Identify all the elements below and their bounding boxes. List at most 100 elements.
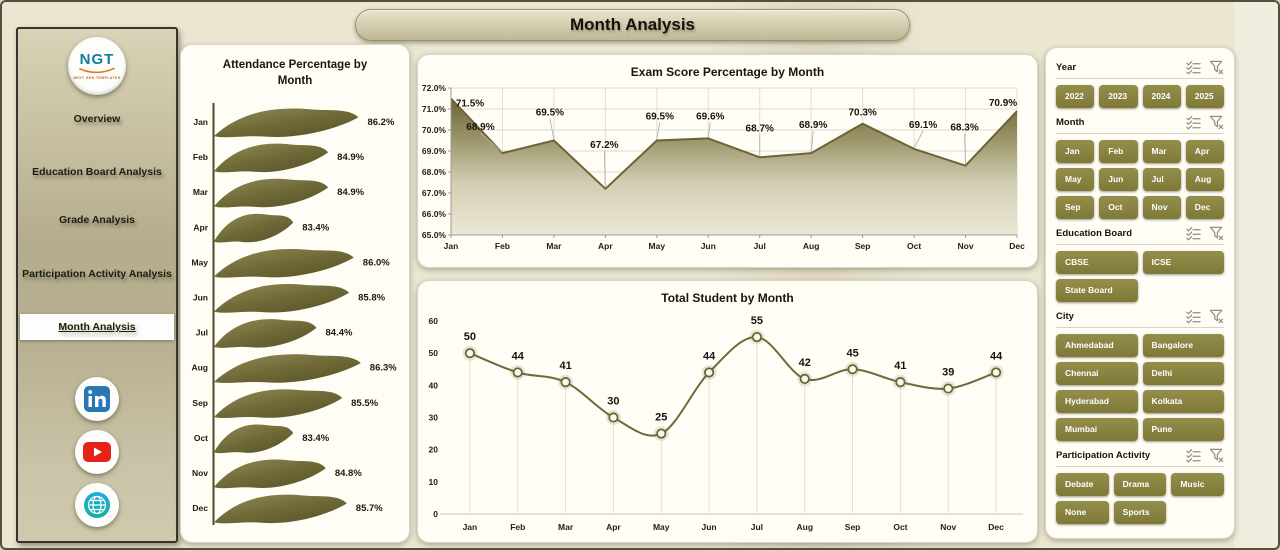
slicer-option-sports[interactable]: Sports	[1113, 501, 1167, 524]
slicer-option-oct[interactable]: Oct	[1099, 196, 1138, 219]
student-data-label: 44	[703, 350, 716, 362]
slicer-option-nov[interactable]: Nov	[1142, 196, 1181, 219]
clear-filter-icon[interactable]	[1209, 448, 1224, 463]
slicer-option-ahmedabad[interactable]: Ahmedabad	[1056, 334, 1138, 357]
slicer-option-2022[interactable]: 2022	[1056, 85, 1095, 108]
svg-text:Feb: Feb	[510, 522, 525, 532]
ribbon-nov[interactable]	[214, 459, 326, 489]
ribbon-dec[interactable]	[214, 494, 347, 524]
attendance-value-label: 84.9%	[337, 152, 364, 163]
student-point-jun[interactable]	[703, 367, 715, 378]
ribbon-jun[interactable]	[214, 284, 350, 313]
slicer-title: City	[1056, 311, 1074, 322]
slicer-option-hyderabad[interactable]: Hyderabad	[1056, 390, 1138, 413]
sidebar-item-education-board-analysis[interactable]: Education Board Analysis	[32, 166, 162, 178]
attendance-value-label: 85.8%	[358, 293, 385, 304]
slicer-option-feb[interactable]: Feb	[1099, 140, 1138, 163]
exam-score-data-label: 67.2%	[590, 140, 618, 151]
svg-text:Apr: Apr	[598, 241, 613, 251]
ribbon-apr[interactable]	[214, 213, 294, 243]
slicer-option-mar[interactable]: Mar	[1142, 140, 1181, 163]
slicer-option-state-board[interactable]: State Board	[1056, 279, 1138, 302]
website-button[interactable]	[75, 483, 119, 527]
sidebar-item-participation-activity-analysis[interactable]: Participation Activity Analysis	[22, 268, 172, 280]
svg-text:Jan: Jan	[193, 117, 208, 127]
sidebar-item-grade-analysis[interactable]: Grade Analysis	[58, 214, 136, 226]
slicer-option-none[interactable]: None	[1056, 501, 1109, 524]
clear-filter-icon[interactable]	[1209, 60, 1224, 75]
select-all-icon[interactable]	[1186, 309, 1201, 324]
sidebar-item-month-analysis[interactable]: Month Analysis	[20, 314, 174, 340]
slicer-option-jul[interactable]: Jul	[1142, 168, 1181, 191]
exam-score-area[interactable]	[451, 98, 1017, 236]
slicer-option-pune[interactable]: Pune	[1142, 418, 1224, 441]
student-point-may[interactable]	[656, 428, 667, 439]
ribbon-sep[interactable]	[214, 389, 343, 419]
ribbon-jan[interactable]	[214, 108, 359, 138]
svg-text:Jun: Jun	[702, 522, 717, 532]
slicer-option-dec[interactable]: Dec	[1185, 196, 1224, 219]
attendance-panel: Attendance Percentage by Month Jan 86.2% F…	[180, 44, 410, 543]
slicer-option-music[interactable]: Music	[1171, 473, 1224, 496]
student-data-label: 42	[799, 357, 811, 369]
student-point-apr[interactable]	[608, 412, 619, 423]
slicer-option-sep[interactable]: Sep	[1056, 196, 1095, 219]
slicer-option-delhi[interactable]: Delhi	[1142, 362, 1224, 385]
student-point-dec[interactable]	[990, 367, 1002, 378]
student-point-nov[interactable]	[943, 383, 954, 394]
ribbon-feb[interactable]	[214, 143, 329, 173]
slicer-option-debate[interactable]: Debate	[1056, 473, 1109, 496]
youtube-button[interactable]	[75, 430, 119, 474]
svg-text:72.0%: 72.0%	[422, 83, 447, 93]
total-student-chart: 0 10 20 30 40 50 60 Jan Feb Mar Apr May Jun Jul Aug Sep…	[429, 315, 1023, 532]
student-point-feb[interactable]	[512, 367, 523, 378]
svg-text:Sep: Sep	[845, 522, 861, 532]
ribbon-mar[interactable]	[214, 178, 329, 208]
student-point-jul[interactable]	[751, 331, 763, 343]
sidebar-item-overview[interactable]: Overview	[73, 113, 121, 125]
svg-text:10: 10	[429, 477, 439, 487]
clear-filter-icon[interactable]	[1209, 309, 1224, 324]
slicer-option-icse[interactable]: ICSE	[1142, 251, 1224, 274]
exam-score-data-label: 70.9%	[989, 98, 1017, 109]
slicer-option-kolkata[interactable]: Kolkata	[1142, 390, 1224, 413]
student-point-aug[interactable]	[799, 373, 810, 385]
svg-text:65.0%: 65.0%	[422, 230, 447, 240]
select-all-icon[interactable]	[1186, 226, 1201, 241]
svg-text:Oct: Oct	[893, 522, 907, 532]
attendance-value-label: 84.8%	[335, 468, 362, 479]
slicer-option-aug[interactable]: Aug	[1185, 168, 1224, 191]
slicer-header: Month	[1056, 115, 1224, 134]
ribbon-oct[interactable]	[214, 424, 294, 454]
slicer-option-chennai[interactable]: Chennai	[1056, 362, 1138, 385]
slicer-option-may[interactable]: May	[1056, 168, 1095, 191]
select-all-icon[interactable]	[1186, 448, 1201, 463]
ribbon-jul[interactable]	[214, 319, 317, 348]
slicer-option-cbse[interactable]: CBSE	[1056, 251, 1138, 274]
student-point-jan[interactable]	[464, 348, 476, 359]
student-point-mar[interactable]	[560, 377, 571, 388]
select-all-icon[interactable]	[1186, 115, 1201, 130]
slicer-option-2023[interactable]: 2023	[1099, 85, 1138, 108]
slicer-option-mumbai[interactable]: Mumbai	[1056, 418, 1138, 441]
select-all-icon[interactable]	[1186, 60, 1201, 75]
ribbon-aug[interactable]	[214, 354, 361, 383]
svg-text:0: 0	[433, 509, 438, 519]
slicer-option-jan[interactable]: Jan	[1056, 140, 1095, 163]
student-point-sep[interactable]	[847, 364, 858, 375]
slicer-option-2025[interactable]: 2025	[1185, 85, 1224, 108]
slicer-option-bangalore[interactable]: Bangalore	[1142, 334, 1224, 357]
svg-text:Jul: Jul	[754, 241, 766, 251]
slicer-option-apr[interactable]: Apr	[1185, 140, 1224, 163]
slicer-option-2024[interactable]: 2024	[1142, 85, 1181, 108]
slicer-month: Month Jan Feb Mar Apr May Jun Jul Aug Sep Oct Nov De…	[1056, 115, 1224, 219]
slicer-option-jun[interactable]: Jun	[1099, 168, 1138, 191]
slicer-participation-activity: Participation Activity Debate Drama Music No…	[1056, 448, 1224, 524]
student-point-oct[interactable]	[895, 377, 906, 388]
slicer-option-drama[interactable]: Drama	[1113, 473, 1167, 496]
ribbon-may[interactable]	[214, 248, 354, 278]
clear-filter-icon[interactable]	[1209, 115, 1224, 130]
linkedin-button[interactable]	[75, 377, 119, 421]
clear-filter-icon[interactable]	[1209, 226, 1224, 241]
svg-text:May: May	[653, 522, 670, 532]
